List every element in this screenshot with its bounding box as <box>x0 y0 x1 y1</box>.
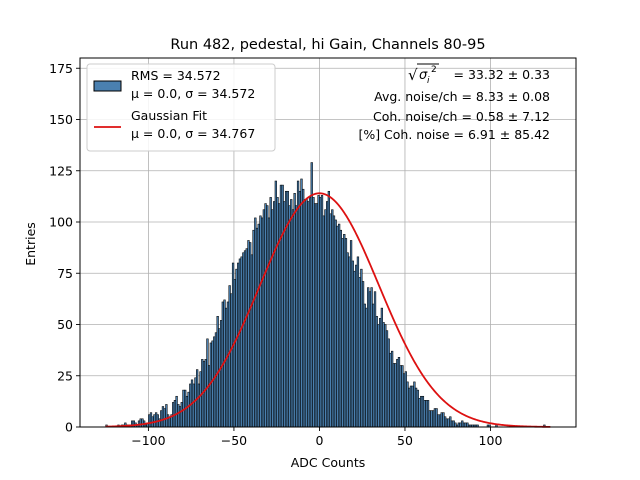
legend-swatch-histogram <box>93 80 122 92</box>
legend: RMS = 34.572 μ = 0.0, σ = 34.572 Gaussia… <box>86 63 276 152</box>
chart-title: Run 482, pedestal, hi Gain, Channels 80-… <box>170 37 485 53</box>
x-tick-label: 0 <box>315 433 323 448</box>
plot-frame <box>79 57 577 428</box>
y-tick-label: 150 <box>49 112 73 127</box>
y-tick-label: 125 <box>49 163 73 178</box>
y-axis-label: Entries <box>23 222 38 266</box>
y-tick-label: 0 <box>65 420 73 435</box>
annotation-sigma-sq-text: = 33.32 ± 0.33 <box>454 67 550 82</box>
annotation-avg-noise: Avg. noise/ch = 8.33 ± 0.08 <box>374 89 550 104</box>
x-axis-label: ADC Counts <box>291 455 366 470</box>
annotation-coh-noise-pct: [%] Coh. noise = 6.91 ± 85.42 <box>358 127 550 142</box>
x-axis-ticks: −100 −50 0 50 100 <box>131 427 502 448</box>
annotation-sigma-subscript: i <box>427 76 430 86</box>
legend-label-fit-line2: μ = 0.0, σ = 34.767 <box>131 126 255 141</box>
annotations: √ σ i 2 = 33.32 ± 0.33 Avg. noise/ch = 8… <box>358 63 550 142</box>
legend-label-histogram-line1: RMS = 34.572 <box>131 68 221 83</box>
x-tick-label: −50 <box>221 433 247 448</box>
y-tick-label: 50 <box>57 317 73 332</box>
y-tick-label: 100 <box>49 215 73 230</box>
annotation-sigma-sq: √ σ i 2 = 33.32 ± 0.33 <box>408 63 550 86</box>
legend-label-fit-line1: Gaussian Fit <box>131 108 207 123</box>
y-tick-label: 25 <box>57 368 73 383</box>
annotation-coh-noise: Coh. noise/ch = 0.58 ± 7.12 <box>373 109 550 124</box>
x-tick-label: −100 <box>131 433 165 448</box>
y-tick-label: 175 <box>49 61 73 76</box>
annotation-sigma-symbol: σ <box>419 68 428 83</box>
annotation-sqrt-sign: √ <box>408 66 418 84</box>
histogram-bars <box>105 162 546 428</box>
x-tick-label: 50 <box>397 433 413 448</box>
x-tick-label: 100 <box>479 433 503 448</box>
gaussian-fit-line <box>105 192 551 428</box>
legend-box <box>86 63 276 152</box>
y-axis-ticks: 0 25 50 75 100 125 150 175 <box>49 61 80 435</box>
annotation-sigma-superscript: 2 <box>431 65 437 75</box>
legend-label-histogram-line2: μ = 0.0, σ = 34.572 <box>131 86 255 101</box>
y-tick-label: 75 <box>57 266 73 281</box>
